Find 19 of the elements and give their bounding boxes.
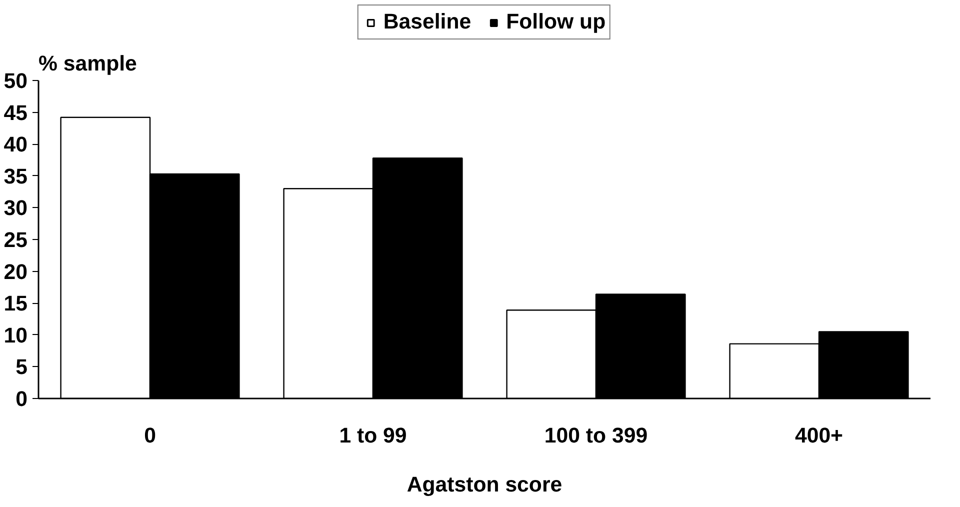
y-tick-label: 5: [16, 355, 28, 380]
y-tick-label: 50: [4, 69, 28, 93]
y-tick-label: 15: [4, 292, 28, 316]
y-tick-label: 45: [4, 100, 28, 125]
x-tick-label: 0: [144, 424, 156, 448]
y-tick-label: 40: [4, 132, 28, 157]
legend-label: Follow up: [506, 10, 606, 34]
x-tick-label: 100 to 399: [544, 424, 648, 448]
y-tick-label: 10: [4, 323, 28, 348]
y-tick-label: 0: [16, 387, 28, 411]
y-tick-label: 25: [4, 228, 28, 252]
y-tick-label: 20: [4, 260, 28, 284]
x-tick-label: 1 to 99: [339, 424, 407, 448]
y-axis-title: % sample: [38, 52, 138, 76]
legend-label: Baseline: [383, 10, 472, 34]
x-axis-title: Agatston score: [406, 472, 562, 496]
y-tick-label: 35: [4, 164, 28, 188]
x-tick-label: 400+: [794, 424, 844, 448]
y-tick-label: 30: [4, 196, 28, 220]
